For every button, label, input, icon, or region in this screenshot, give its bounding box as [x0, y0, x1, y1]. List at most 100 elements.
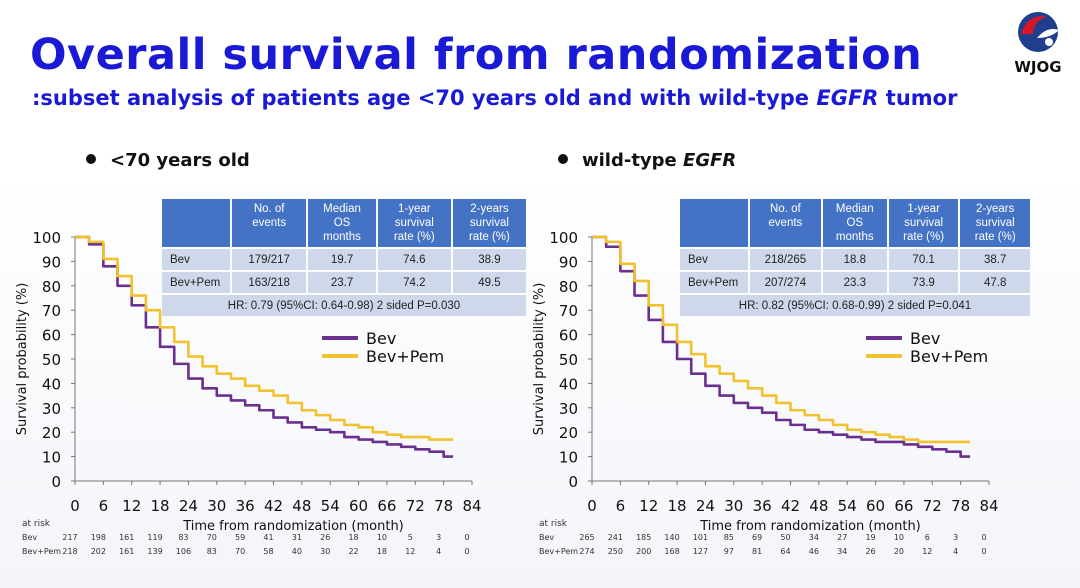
x-tick-label: 6 [99, 497, 109, 515]
at-risk-value: 4 [436, 547, 441, 556]
at-risk-row-name: Bev [539, 533, 554, 542]
at-risk-row-name: Bev+Pem [539, 547, 578, 556]
x-tick-label: 66 [894, 497, 913, 515]
table-cell: 18.8 [822, 249, 887, 270]
legend-label: Bev+Pem [910, 347, 988, 366]
at-risk-value: 202 [91, 547, 106, 556]
x-tick-label: 36 [753, 497, 772, 515]
at-risk-label: at risk [539, 519, 568, 529]
subtitle-prefix: :subset analysis of patients age <70 yea… [32, 86, 817, 110]
panel-label-italic: EGFR [683, 150, 737, 171]
table-cell: Bev [680, 249, 748, 270]
table-row: Bev+Pem 207/274 23.3 73.9 47.8 [680, 272, 1030, 293]
table-row: Bev+Pem 163/218 23.7 74.2 49.5 [162, 272, 526, 293]
at-risk-value: 0 [981, 547, 986, 556]
panel-label-right: wild-type EGFR [558, 150, 736, 171]
at-risk-row-name: Bev [22, 533, 37, 542]
at-risk-value: 12 [922, 547, 932, 556]
at-risk-value: 0 [981, 533, 986, 542]
table-cell: 47.8 [960, 272, 1030, 293]
at-risk-value: 26 [865, 547, 875, 556]
at-risk-value: 46 [809, 547, 819, 556]
at-risk-value: 161 [119, 547, 134, 556]
table-cell: Bev+Pem [680, 272, 748, 293]
y-tick-label: 20 [42, 424, 61, 442]
at-risk-value: 4 [953, 547, 958, 556]
table-header-cell: No. of events [750, 199, 821, 247]
y-tick-label: 50 [42, 351, 61, 369]
y-tick-label: 30 [42, 400, 61, 418]
y-axis-label: Survival probability (%) [15, 283, 30, 436]
at-risk-value: 83 [207, 547, 217, 556]
y-tick-label: 80 [42, 278, 61, 296]
y-tick-label: 10 [559, 449, 578, 467]
at-risk-value: 217 [62, 533, 77, 542]
table-cell: Bev+Pem [162, 272, 230, 293]
slide-subtitle: :subset analysis of patients age <70 yea… [32, 86, 957, 110]
x-tick-label: 54 [838, 497, 857, 515]
table-cell: Bev [162, 249, 230, 270]
x-tick-label: 6 [616, 497, 626, 515]
y-tick-label: 10 [42, 449, 61, 467]
at-risk-value: 22 [348, 547, 358, 556]
series-line-bev [592, 235, 971, 458]
at-risk-value: 218 [62, 547, 77, 556]
legend-label: Bev [366, 329, 396, 348]
table-header-cell: 2-years survival rate (%) [960, 199, 1030, 247]
x-tick-label: 12 [639, 497, 658, 515]
legend-label: Bev [910, 329, 940, 348]
at-risk-value: 5 [408, 533, 413, 542]
table-header-cell: 2-years survival rate (%) [452, 199, 526, 247]
table-row: Bev 179/217 19.7 74.6 38.9 [162, 249, 526, 270]
x-tick-label: 0 [70, 497, 80, 515]
table-cell: 23.7 [308, 272, 376, 293]
at-risk-value: 40 [292, 547, 302, 556]
at-risk-value: 64 [780, 547, 790, 556]
y-tick-label: 0 [568, 473, 578, 491]
table-cell: 207/274 [750, 272, 821, 293]
at-risk-value: 59 [235, 533, 245, 542]
at-risk-value: 198 [91, 533, 106, 542]
x-tick-label: 48 [809, 497, 828, 515]
slide-title: Overall survival from randomization [30, 30, 923, 80]
y-tick-label: 60 [559, 327, 578, 345]
at-risk-value: 101 [693, 533, 708, 542]
at-risk-value: 12 [405, 547, 415, 556]
series-line-bev-pem [75, 235, 454, 441]
x-tick-label: 18 [668, 497, 687, 515]
at-risk-value: 18 [377, 547, 387, 556]
at-risk-value: 19 [865, 533, 875, 542]
at-risk-value: 127 [693, 547, 708, 556]
at-risk-value: 34 [809, 533, 819, 542]
at-risk-value: 0 [464, 533, 469, 542]
at-risk-value: 50 [780, 533, 790, 542]
at-risk-value: 34 [837, 547, 847, 556]
at-risk-value: 83 [178, 533, 188, 542]
table-header-cell [680, 199, 748, 247]
table-header-cell: No. of events [232, 199, 307, 247]
x-tick-label: 78 [951, 497, 970, 515]
series-line-bev [75, 235, 454, 458]
table-cell: 49.5 [452, 272, 526, 293]
y-tick-label: 40 [559, 375, 578, 393]
x-tick-label: 24 [696, 497, 715, 515]
x-tick-label: 84 [462, 497, 481, 515]
table-header-cell [162, 199, 230, 247]
bullet-dot [558, 154, 568, 164]
y-tick-label: 90 [559, 253, 578, 271]
y-tick-label: 90 [42, 253, 61, 271]
legend-label: Bev+Pem [366, 347, 444, 366]
y-tick-label: 100 [549, 229, 578, 247]
at-risk-value: 139 [147, 547, 162, 556]
at-risk-value: 241 [608, 533, 623, 542]
table-cell: 19.7 [308, 249, 376, 270]
at-risk-value: 20 [894, 547, 904, 556]
at-risk-value: 106 [176, 547, 191, 556]
x-tick-label: 84 [979, 497, 998, 515]
at-risk-label: at risk [22, 519, 51, 529]
x-tick-label: 36 [236, 497, 255, 515]
table-header-cell: Median OS months [822, 199, 887, 247]
at-risk-value: 10 [894, 533, 904, 542]
table-cell: 179/217 [232, 249, 307, 270]
at-risk-value: 10 [377, 533, 387, 542]
